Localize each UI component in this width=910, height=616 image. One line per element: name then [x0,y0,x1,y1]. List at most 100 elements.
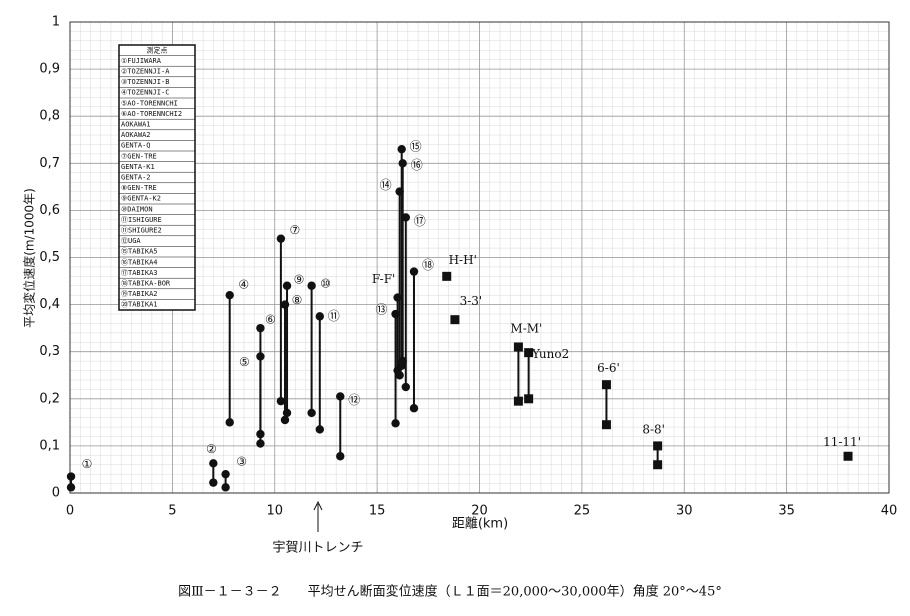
data-point [601,380,611,390]
legend-entry: ⑪ISHIGURE [121,216,162,224]
legend-entry: ⑳TABIKA1 [121,301,158,309]
data-point [409,404,419,413]
legend-entry: ④TOZENNJI-C [121,89,169,97]
legend-entry: ③TOZENNJI-B [121,78,169,86]
data-point [397,144,406,154]
y-tick-label: 0 [52,486,60,501]
point-label: H-H' [449,253,477,267]
data-point [336,392,345,401]
point-label: 3-3' [460,294,483,308]
x-tick-label: 10 [266,504,283,519]
data-point [307,281,316,290]
data-point [398,159,407,168]
data-point [315,425,324,434]
legend-entry: ⑮TABIKA5 [121,248,158,256]
legend-entry: ⑲TABIKA2 [121,290,158,298]
legend-entry: ⑥AO-TORENNCHI2 [121,110,182,118]
data-point [209,478,218,487]
data-point [221,469,230,479]
point-label: 6-6' [597,361,620,375]
point-label: ③ [236,455,247,469]
data-point [513,342,523,352]
point-label: ⑭ [380,178,392,192]
point-label: ⑱ [422,258,434,272]
x-tick-label: 25 [574,504,591,519]
x-tick-label: 0 [66,504,74,519]
legend-entry: ⑧GEN-TRE [121,184,157,192]
y-tick-label: 0,2 [39,391,60,406]
legend-entry: ①FUJIWARA [121,57,162,65]
x-tick-label: 15 [369,504,386,519]
data-point [450,315,460,325]
x-tick-label: 35 [778,504,795,519]
plot-frame [69,21,890,494]
y-tick-label: 1 [52,15,60,30]
point-label: ⑩ [320,276,331,290]
point-label: ④ [238,278,249,292]
point-label: M-M' [510,321,542,335]
point-label: ⑰ [414,214,426,228]
legend-entry: ⑰TABIKA3 [121,269,158,277]
data-point [280,415,290,425]
y-tick-label: 0,3 [39,344,60,359]
legend-box [118,44,196,311]
data-point [513,396,523,406]
legend-entry: ⑩DAIMON [121,205,153,213]
data-point [653,441,663,451]
y-axis-label: 平均変位速度(m/1000年) [22,188,37,328]
data-point [221,483,230,492]
data-point [209,459,218,468]
point-label: ⑨ [294,272,305,286]
data-point [276,234,286,243]
legend-entry: ⑱TABIKA-BOR [121,280,171,288]
data-point [653,460,663,470]
legend-entry: ⑫UGA [121,237,141,245]
point-label: ⑫ [348,393,360,407]
y-tick-label: 0,8 [39,109,60,124]
data-point [524,394,534,404]
data-point [276,396,286,406]
legend-entry: AOKAWA2 [121,131,151,139]
data-point [401,213,410,222]
legend-entry: ⑨GENTA-K2 [121,195,161,203]
y-tick-label: 0,5 [39,250,60,265]
legend-entry: ②TOZENNJI-A [121,68,170,76]
y-tick-label: 0,9 [39,62,60,77]
x-axis-label: 距離(km) [452,517,508,532]
point-label: ⑥ [265,313,276,327]
point-label: ⑪ [328,309,340,323]
point-label: ⑦ [290,223,301,237]
data-point [66,472,76,481]
legend-entry: AOKAWA1 [121,121,151,129]
point-label: ② [206,442,217,456]
x-tick-label: 40 [881,504,898,519]
chart-title: 図Ⅲ－１－３－２ 平均せん断面変位速度（Ｌ１面＝20,000～30,000年）角… [178,584,722,600]
data-point [442,271,452,281]
legend-entry: GENTA-K1 [121,163,155,171]
point-label: ⑤ [239,355,250,369]
point-label: ⑬ [376,303,388,317]
data-point [409,267,419,276]
x-tick-label: 5 [168,504,176,519]
x-tick-label: 30 [676,504,693,519]
y-tick-label: 0,4 [39,297,60,312]
legend-entry: ⑯TABIKA4 [121,258,158,266]
point-label: Yuno2 [531,347,569,361]
data-point [843,451,853,461]
data-point [256,323,265,333]
legend: 測定点 ①FUJIWARA ②TOZENNJI-A ③TOZENNJI-B ④TOZEN… [118,44,196,311]
data-point [395,371,404,380]
legend-entry: ⑪SHIGURE2 [121,227,162,235]
data-point [601,420,611,430]
point-label: ⑧ [292,293,303,307]
point-label: 8-8' [642,422,665,436]
annotation: 宇賀川トレンチ [272,541,363,556]
y-tick-label: 0,1 [39,438,60,453]
data-point [256,439,265,448]
annotation-arrowhead [313,500,323,511]
data-point [391,419,400,428]
point-label: ⑮ [410,140,422,154]
legend-title: 測定点 [147,45,168,54]
data-point [282,408,292,418]
data-point [401,382,410,392]
